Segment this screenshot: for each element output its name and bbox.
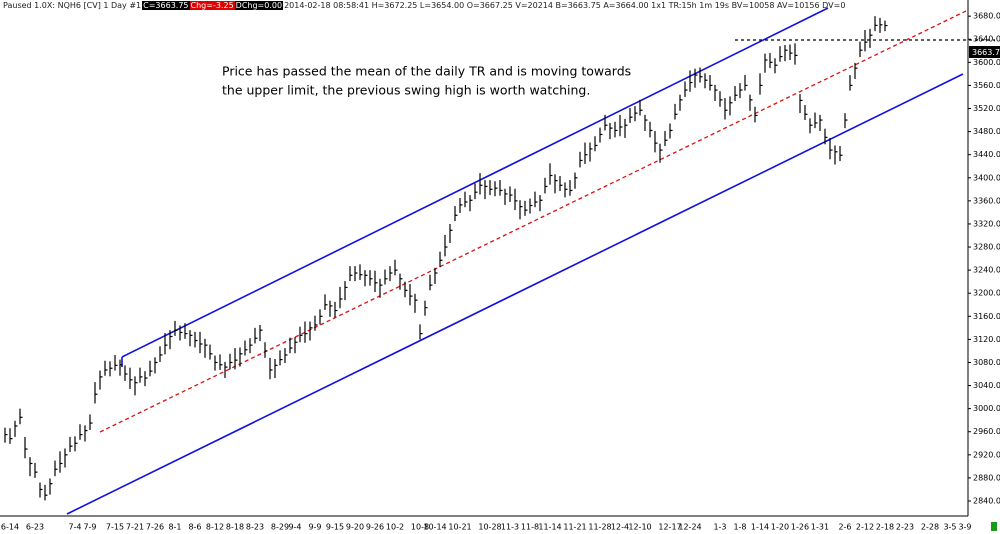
x-tick-label: 2-12 <box>856 523 874 532</box>
y-tick-label: 3560.00 <box>973 81 1000 90</box>
y-tick-label: 2880.00 <box>973 473 1000 482</box>
header: Paused 1.0X: NQH6 [CV] 1 Day #1 C=3663.75… <box>2 1 846 11</box>
y-tick-label: 3120.00 <box>973 335 1000 344</box>
y-tick-label: 3480.00 <box>973 127 1000 136</box>
close-box: C=3663.75 <box>142 1 190 10</box>
x-tick-label: 3-5 <box>943 523 956 532</box>
y-tick-label: 3240.00 <box>973 266 1000 275</box>
y-tick-label: 3040.00 <box>973 381 1000 390</box>
x-tick-label: 9-26 <box>366 523 384 532</box>
x-tick-label: 10-14 <box>423 523 446 532</box>
x-tick-label: 9-9 <box>308 523 321 532</box>
x-tick-label: 1-8 <box>733 523 746 532</box>
x-tick-label: 6-23 <box>26 523 44 532</box>
x-tick-label: 8-6 <box>188 523 201 532</box>
x-tick-label: 10-21 <box>448 523 471 532</box>
x-tick-label: 1-20 <box>771 523 789 532</box>
dchange-box: DChg=0.00 <box>234 1 284 10</box>
x-tick-label: 2-23 <box>896 523 914 532</box>
x-tick-label: 10-2 <box>386 523 404 532</box>
x-tick-label: 1-31 <box>811 523 829 532</box>
x-tick-label: 10-28 <box>478 523 501 532</box>
y-tick-label: 3520.00 <box>973 104 1000 113</box>
y-tick-label: 2920.00 <box>973 450 1000 459</box>
price-marker-label: 3663.75 <box>972 48 1000 57</box>
x-tick-label: 2-18 <box>876 523 894 532</box>
change-box: Chg=-3.25 <box>189 1 235 10</box>
status: Paused 1.0X: NQH6 [CV] 1 Day #1 <box>3 1 142 10</box>
x-tick-label: 8-23 <box>246 523 264 532</box>
x-tick-label: 2-6 <box>838 523 851 532</box>
y-tick-label: 3200.00 <box>973 289 1000 298</box>
y-tick-label: 3440.00 <box>973 150 1000 159</box>
x-tick-label: 11-8 <box>521 523 539 532</box>
x-tick-label: 10-8 <box>411 523 429 532</box>
annotation: Price has passed the mean of the daily T… <box>222 64 631 79</box>
y-tick-label: 2840.00 <box>973 496 1000 505</box>
x-tick-label: 11-3 <box>501 523 519 532</box>
x-tick-label: 6-14 <box>1 523 19 532</box>
y-tick-label: 3640.00 <box>973 35 1000 44</box>
x-tick-label: 8-18 <box>226 523 244 532</box>
x-tick-label: 12-17 <box>658 523 681 532</box>
y-tick-label: 3320.00 <box>973 219 1000 228</box>
x-tick-label: 7-9 <box>83 523 96 532</box>
x-tick-label: 11-14 <box>538 523 561 532</box>
x-tick-label: 8-1 <box>168 523 181 532</box>
x-tick-label: 7-4 <box>68 523 81 532</box>
y-tick-label: 3600.00 <box>973 58 1000 67</box>
price-marker <box>969 46 1000 58</box>
x-tick-label: 1-26 <box>791 523 809 532</box>
y-tick-label: 3280.00 <box>973 243 1000 252</box>
x-tick-label: 7-21 <box>126 523 144 532</box>
x-tick-label: 9-15 <box>326 523 344 532</box>
status-indicator <box>991 522 997 531</box>
info: 2014-02-18 08:58:41 H=3672.25 L=3654.00 … <box>284 1 846 10</box>
y-tick-label: 3160.00 <box>973 312 1000 321</box>
y-tick-label: 3680.00 <box>973 12 1000 21</box>
upper-channel <box>121 7 829 358</box>
y-tick-label: 3400.00 <box>973 173 1000 182</box>
annotation: the upper limit, the previous swing high… <box>222 83 590 98</box>
y-tick-label: 3360.00 <box>973 196 1000 205</box>
y-tick-label: 2960.00 <box>973 427 1000 436</box>
x-tick-label: 11-21 <box>563 523 586 532</box>
y-tick-label: 3000.00 <box>973 404 1000 413</box>
x-tick-label: 9-20 <box>346 523 364 532</box>
x-tick-label: 2-28 <box>921 523 939 532</box>
x-tick-label: 11-28 <box>588 523 611 532</box>
x-tick-label: 3-9 <box>958 523 971 532</box>
x-tick-label: 8-12 <box>206 523 224 532</box>
x-tick-label: 7-15 <box>106 523 124 532</box>
y-tick-label: 3080.00 <box>973 358 1000 367</box>
x-tick-label: 1-3 <box>713 523 726 532</box>
x-tick-label: 12-4 <box>611 523 629 532</box>
lower-channel <box>66 73 964 515</box>
x-tick-label: 9-4 <box>288 523 301 532</box>
x-tick-label: 12-10 <box>628 523 651 532</box>
x-tick-label: 7-26 <box>146 523 164 532</box>
x-tick-label: 12-24 <box>678 523 701 532</box>
x-tick-label: 1-14 <box>751 523 769 532</box>
x-tick-label: 8-29 <box>271 523 289 532</box>
